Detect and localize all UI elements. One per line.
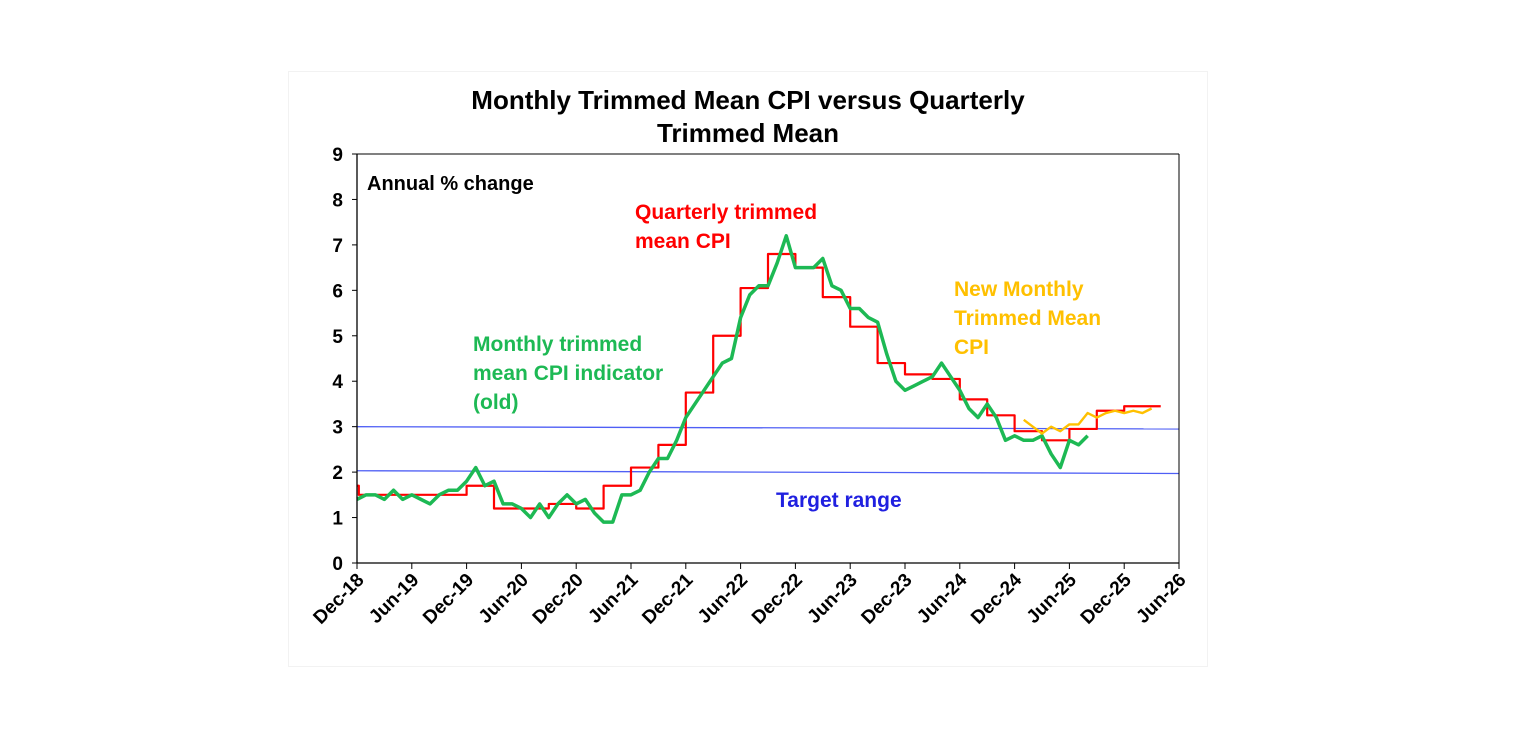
y-tick-label: 1 xyxy=(332,509,343,530)
target-line-1 xyxy=(356,470,1180,475)
y-tick-label: 3 xyxy=(332,418,343,439)
target-lines xyxy=(356,426,1180,475)
chart-title-line-1: Monthly Trimmed Mean CPI versus Quarterl… xyxy=(471,85,1025,115)
annotation-monthly_old-line-0: Monthly trimmed xyxy=(473,333,642,356)
y-tick-label: 9 xyxy=(332,145,343,166)
annotation-monthly_old-line-1: mean CPI indicator xyxy=(473,362,663,385)
y-tick-label: 7 xyxy=(332,236,343,257)
x-tick-label: Dec-19 xyxy=(419,570,478,629)
y-tick-label: 6 xyxy=(332,281,343,302)
annotation-quarterly-line-1: mean CPI xyxy=(635,230,731,253)
axes xyxy=(352,153,1180,569)
y-tick-label: 5 xyxy=(332,327,343,348)
annotation-monthly_new-line-0: New Monthly xyxy=(954,278,1084,301)
y-tick-label: 2 xyxy=(332,463,343,484)
annotation-monthly_new-line-1: Trimmed Mean xyxy=(954,307,1101,330)
y-tick-labels: 0 1 2 3 4 5 6 7 8 9 xyxy=(332,145,343,575)
x-tick-label: Jun-22 xyxy=(694,570,752,628)
x-tick-label: Jun-26 xyxy=(1132,570,1190,628)
y-axis-label: Annual % change xyxy=(367,173,534,195)
chart-panel: Monthly Trimmed Mean CPI versus Quarterl… xyxy=(289,72,1207,666)
annotation-quarterly-line-0: Quarterly trimmed xyxy=(635,201,817,224)
annotation-target-line-0: Target range xyxy=(776,489,902,512)
annotation-monthly_old-line-2: (old) xyxy=(473,391,518,414)
x-tick-label: Jun-20 xyxy=(475,570,533,628)
x-tick-label: Dec-23 xyxy=(858,570,917,629)
target-line-0 xyxy=(356,426,1180,430)
x-tick-label: Jun-24 xyxy=(913,569,971,627)
x-tick-label: Jun-19 xyxy=(365,570,423,628)
series-line-quarterly xyxy=(357,252,1161,510)
x-tick-label: Dec-20 xyxy=(529,570,588,629)
chart-svg: Monthly Trimmed Mean CPI versus Quarterl… xyxy=(310,85,1191,629)
x-tick-label: Jun-25 xyxy=(1023,569,1081,627)
x-tick-label: Dec-22 xyxy=(748,570,807,629)
y-tick-label: 0 xyxy=(332,554,343,575)
chart-title-line-2: Trimmed Mean xyxy=(657,118,839,148)
x-tick-label: Dec-24 xyxy=(967,569,1026,628)
x-tick-label: Dec-21 xyxy=(638,569,697,628)
x-tick-label: Dec-25 xyxy=(1077,569,1136,628)
series-line-monthly_new xyxy=(1023,407,1153,435)
x-tick-label: Jun-21 xyxy=(584,569,642,627)
x-tick-label: Dec-18 xyxy=(310,570,369,629)
annotations: Quarterly trimmed mean CPI Monthly trimmed… xyxy=(473,201,1101,512)
series-lines xyxy=(356,234,1161,524)
y-tick-label: 4 xyxy=(332,372,343,393)
x-tick-labels: Dec-18Jun-19Dec-19Jun-20Dec-20Jun-21Dec-… xyxy=(310,569,1191,628)
y-tick-label: 8 xyxy=(332,190,343,211)
annotation-monthly_new-line-2: CPI xyxy=(954,336,989,359)
x-tick-label: Jun-23 xyxy=(804,570,862,628)
series-line-monthly_old xyxy=(356,234,1089,524)
